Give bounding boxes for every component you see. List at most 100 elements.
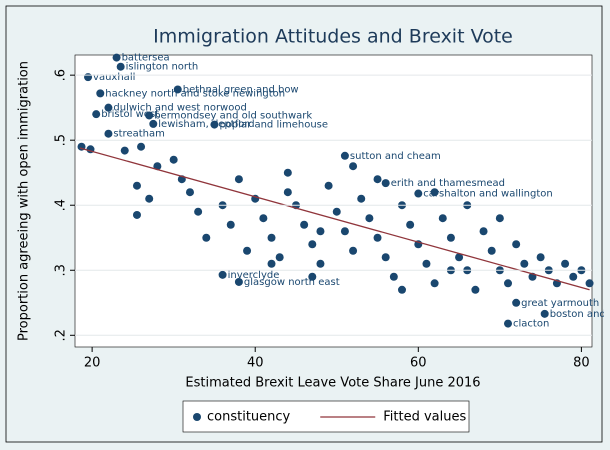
point [520, 259, 529, 268]
point [308, 272, 317, 281]
point [438, 214, 447, 223]
point [316, 227, 325, 236]
legend-label: constituency [207, 410, 291, 425]
point [504, 319, 513, 328]
point [349, 246, 358, 255]
outer-frame [5, 5, 603, 443]
point [218, 270, 227, 279]
point [381, 179, 390, 188]
point-label: dulwich and west norwood [113, 103, 246, 114]
point-label: carshalton and wallington [423, 189, 552, 200]
point [397, 285, 406, 294]
point [132, 210, 141, 219]
point [512, 240, 521, 249]
point [116, 62, 125, 71]
point-label: islington north [126, 62, 199, 73]
point [414, 189, 423, 198]
point [422, 259, 431, 268]
point [194, 207, 203, 216]
point [471, 285, 480, 294]
point-label: streatham [113, 129, 164, 140]
point [389, 272, 398, 281]
point [169, 155, 178, 164]
point-label: bristol west [101, 109, 159, 120]
point [381, 253, 390, 262]
point [324, 181, 333, 190]
y-tick-label: .2 [54, 329, 69, 341]
point [585, 279, 594, 288]
point [149, 119, 158, 128]
point [104, 103, 113, 112]
y-tick-label: .6 [54, 69, 69, 81]
point [145, 194, 154, 203]
point [340, 227, 349, 236]
point [504, 279, 513, 288]
x-tick-label: 40 [247, 356, 264, 371]
fit-line [79, 147, 590, 291]
point [430, 188, 439, 197]
point [104, 129, 113, 138]
point [185, 188, 194, 197]
point-label: bermondsey and old southwark [154, 110, 312, 121]
point [173, 85, 182, 94]
plot-area [74, 54, 593, 348]
point [569, 272, 578, 281]
point [202, 233, 211, 242]
point [487, 246, 496, 255]
legend-label: Fitted values [383, 410, 466, 425]
point [283, 188, 292, 197]
point [340, 151, 349, 160]
point-label: erith and thamesmead [391, 178, 505, 189]
point [365, 214, 374, 223]
point [479, 227, 488, 236]
point-label: battersea [122, 53, 170, 64]
y-axis-label: Proportion agreeing with open immigratio… [17, 61, 32, 341]
point-label: lewisham, deptford [158, 119, 254, 130]
point-label: clacton [513, 319, 549, 330]
point [153, 162, 162, 171]
point [243, 246, 252, 255]
point-label: boston and skegness [550, 309, 610, 320]
point [96, 89, 105, 98]
point [112, 53, 121, 62]
point-label: inverclyde [228, 270, 280, 281]
point [357, 194, 366, 203]
point [536, 253, 545, 262]
point [332, 207, 341, 216]
point [316, 259, 325, 268]
point [283, 168, 292, 177]
point [210, 120, 219, 129]
point [495, 214, 504, 223]
point [226, 220, 235, 229]
point [267, 233, 276, 242]
chart-title: Immigration Attitudes and Brexit Vote [153, 26, 513, 48]
point [446, 233, 455, 242]
point [259, 214, 268, 223]
x-tick-label: 80 [573, 356, 590, 371]
point [132, 181, 141, 190]
point [512, 298, 521, 307]
point-label: bethnal green and bow [183, 84, 299, 95]
x-axis-label: Estimated Brexit Leave Vote Share June 2… [185, 376, 480, 391]
point-label: hackney north and stoke newington [105, 88, 285, 99]
point [84, 73, 93, 82]
point [234, 277, 243, 286]
point [373, 233, 382, 242]
point [308, 240, 317, 249]
point [561, 259, 570, 268]
legend-swatch [193, 413, 201, 421]
point [373, 175, 382, 184]
point [275, 253, 284, 262]
x-tick-label: 60 [410, 356, 427, 371]
point-label: sutton and cheam [350, 151, 441, 162]
y-tick-label: .4 [54, 199, 69, 211]
point [120, 146, 129, 155]
point [145, 111, 154, 120]
point-label: vauxhall [93, 72, 135, 83]
y-tick-label: .3 [54, 264, 69, 276]
point-label: great yarmouth [521, 298, 599, 309]
point [92, 110, 101, 119]
point [455, 253, 464, 262]
point [349, 162, 358, 171]
